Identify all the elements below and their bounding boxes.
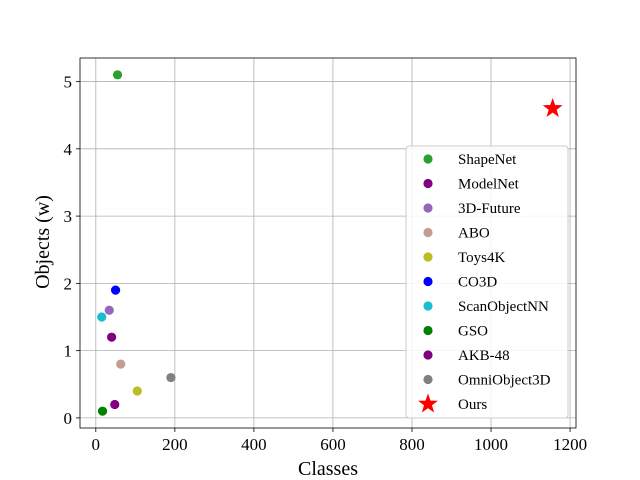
- y-tick-label: 0: [64, 409, 73, 428]
- legend-label-abo: ABO: [458, 226, 490, 242]
- point-ours: [542, 97, 563, 117]
- legend-label-toys4k: Toys4K: [458, 250, 505, 266]
- y-tick-label: 2: [64, 274, 73, 293]
- legend-label-co3d: CO3D: [458, 275, 497, 291]
- plot-frame: [79, 57, 577, 429]
- point-akb-48: [110, 399, 120, 410]
- legend-label-modelnet: ModelNet: [458, 177, 520, 193]
- legend-label-gso: GSO: [458, 324, 488, 340]
- x-tick-label: 400: [241, 435, 267, 454]
- point-scanobjectnn: [97, 312, 107, 322]
- point-shapenet: [112, 70, 123, 80]
- point-toys4k: [132, 386, 142, 396]
- point-modelnet: [107, 332, 117, 342]
- y-tick-label: 1: [64, 342, 73, 361]
- legend-marker-scanobjectnn: [423, 301, 433, 311]
- legend-label-shapenet: ShapeNet: [458, 152, 517, 168]
- legend-marker-toys4k: [423, 252, 433, 262]
- legend-marker-gso: [423, 325, 433, 336]
- y-tick-label: 3: [64, 207, 73, 226]
- legend-marker-ours: [418, 393, 438, 413]
- legend-label-scanobjectnn: ScanObjectNN: [458, 299, 549, 315]
- legend-marker-abo: [423, 227, 433, 238]
- x-tick-label: 800: [399, 435, 425, 454]
- y-tick-label: 5: [64, 73, 73, 92]
- legend-label-omniobject3d: OmniObject3D: [458, 373, 551, 389]
- legend-marker-shapenet: [423, 154, 433, 164]
- y-axis-title: Objects (w): [32, 195, 54, 289]
- legend-marker-akb-48: [423, 350, 433, 360]
- legend-box: [405, 145, 569, 419]
- legend: ShapeNet ModelNet 3D-Future ABO Toys4K CO3D Sc…: [405, 145, 569, 419]
- axes: 0 200 400 600 800 1000 1200 0 1 2 3 4 5: [64, 57, 587, 454]
- legend-marker-modelnet: [423, 178, 433, 189]
- legend-marker-co3d: [423, 276, 433, 287]
- x-tick-label: 0: [92, 435, 101, 454]
- data-points: [97, 70, 563, 416]
- point-gso: [97, 406, 108, 416]
- point-abo: [116, 359, 126, 369]
- point-3d-future: [104, 305, 114, 315]
- x-axis-title: Classes: [298, 458, 358, 480]
- legend-label-ours: Ours: [458, 397, 487, 413]
- legend-label-3d-future: 3D-Future: [458, 201, 521, 217]
- y-tick-label: 4: [64, 140, 73, 159]
- legend-marker-3d-future: [423, 203, 433, 213]
- x-tick-label: 200: [162, 435, 188, 454]
- x-tick-label: 1200: [553, 435, 587, 454]
- x-tick-label: 600: [320, 435, 346, 454]
- point-co3d: [110, 285, 121, 295]
- legend-label-akb-48: AKB-48: [458, 348, 510, 364]
- legend-marker-omniobject3d: [423, 374, 433, 385]
- x-tick-label: 1000: [474, 435, 508, 454]
- point-omniobject3d: [166, 372, 176, 383]
